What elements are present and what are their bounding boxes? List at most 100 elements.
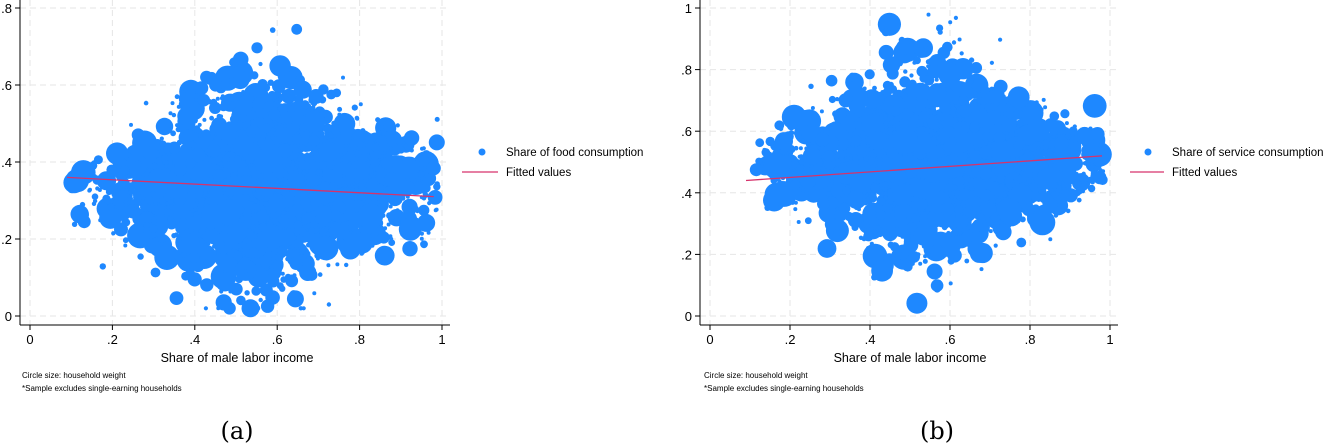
scatter-point: [846, 85, 868, 107]
scatter-point: [241, 90, 246, 94]
scatter-point: [305, 169, 310, 174]
scatter-point: [287, 102, 293, 107]
scatter-point: [243, 269, 248, 274]
scatter-point: [122, 218, 131, 227]
scatter-point: [276, 282, 284, 290]
scatter-point: [318, 178, 323, 183]
scatter-point: [331, 193, 338, 200]
scatter-point: [279, 168, 285, 174]
scatter-point: [1090, 127, 1105, 142]
scatter-point: [326, 263, 331, 268]
panel-b: 0.2.4.6.81 0.2.4.6.8 1 Share of male labo…: [681, 0, 1324, 445]
scatter-point: [151, 218, 157, 224]
scatter-point: [989, 86, 994, 91]
scatter-point: [206, 241, 211, 246]
scatter-point: [182, 129, 196, 142]
scatter-point: [251, 107, 256, 112]
scatter-point: [167, 257, 178, 268]
scatter-point: [279, 194, 284, 199]
scatter-point: [275, 225, 280, 230]
scatter-point: [143, 222, 150, 229]
scatter-point: [169, 291, 184, 305]
scatter-point: [329, 236, 334, 241]
x-tick-label: 0: [26, 332, 33, 347]
scatter-point: [349, 160, 370, 181]
scatter-point: [238, 247, 243, 252]
y-tick-label: .8: [1, 1, 12, 16]
scatter-point: [397, 158, 419, 179]
scatter-point: [215, 165, 220, 171]
scatter-point: [837, 109, 848, 119]
scatter-point: [426, 230, 431, 235]
scatter-point: [203, 306, 208, 311]
scatter-point: [328, 132, 334, 139]
scatter-point: [899, 76, 911, 88]
scatter-point: [140, 175, 145, 180]
scatter-point: [882, 80, 892, 90]
scatter-point: [337, 106, 343, 112]
scatter-point: [190, 208, 195, 213]
scatter-point: [402, 241, 418, 257]
scatter-point: [134, 160, 142, 168]
scatter-point: [251, 305, 258, 312]
scatter-point: [958, 104, 972, 118]
scatter-point: [318, 141, 339, 162]
scatter-point: [947, 257, 955, 265]
scatter-point: [975, 105, 981, 111]
scatter-point: [1063, 130, 1068, 135]
scatter-point: [1049, 111, 1060, 121]
scatter-point: [283, 115, 293, 125]
scatter-point: [969, 76, 975, 81]
scatter-point: [376, 130, 382, 136]
scatter-point: [861, 197, 866, 203]
scatter-point: [296, 263, 301, 268]
scatter-point: [1077, 180, 1082, 186]
scatter-point: [269, 27, 276, 33]
scatter-point: [881, 28, 890, 37]
scatter-point: [845, 72, 864, 92]
scatter-point: [192, 135, 199, 142]
scatter-point: [426, 161, 441, 176]
scatter-point: [229, 57, 239, 68]
scatter-point: [877, 230, 884, 238]
scatter-point: [774, 120, 785, 131]
scatter-point: [153, 201, 158, 206]
scatter-point: [188, 252, 200, 264]
scatter-point: [367, 133, 376, 142]
scatter-point: [245, 238, 252, 245]
scatter-point: [298, 306, 303, 311]
scatter-point: [311, 148, 319, 156]
scatter-point: [159, 136, 164, 141]
scatter-point: [75, 208, 89, 222]
scatter-point: [957, 37, 962, 42]
scatter-point: [909, 73, 914, 78]
scatter-point: [796, 220, 801, 224]
scatter-point: [833, 228, 841, 237]
scatter-point: [250, 203, 261, 214]
scatter-point: [420, 146, 424, 151]
scatter-point: [1091, 152, 1100, 162]
scatter-point: [1041, 97, 1046, 102]
scatter-point: [111, 231, 116, 236]
scatter-point: [1065, 208, 1071, 214]
scatter-point: [925, 59, 931, 65]
scatter-point: [916, 65, 928, 77]
scatter-point: [341, 75, 345, 80]
scatter-point: [820, 166, 826, 172]
scatter-point: [251, 42, 263, 54]
scatter-point: [90, 173, 98, 181]
scatter-point: [793, 207, 798, 212]
scatter-point: [173, 233, 178, 238]
scatter-point: [383, 120, 396, 132]
scatter-point: [99, 263, 107, 270]
scatter-point: [871, 229, 878, 235]
scatter-point: [254, 148, 280, 174]
scatter-point: [1082, 94, 1107, 118]
scatter-point: [395, 123, 400, 128]
scatter-point: [390, 196, 395, 200]
scatter-point: [297, 255, 302, 260]
scatter-point: [1096, 178, 1101, 183]
scatter-point: [219, 254, 238, 272]
scatter-point: [1021, 105, 1028, 113]
